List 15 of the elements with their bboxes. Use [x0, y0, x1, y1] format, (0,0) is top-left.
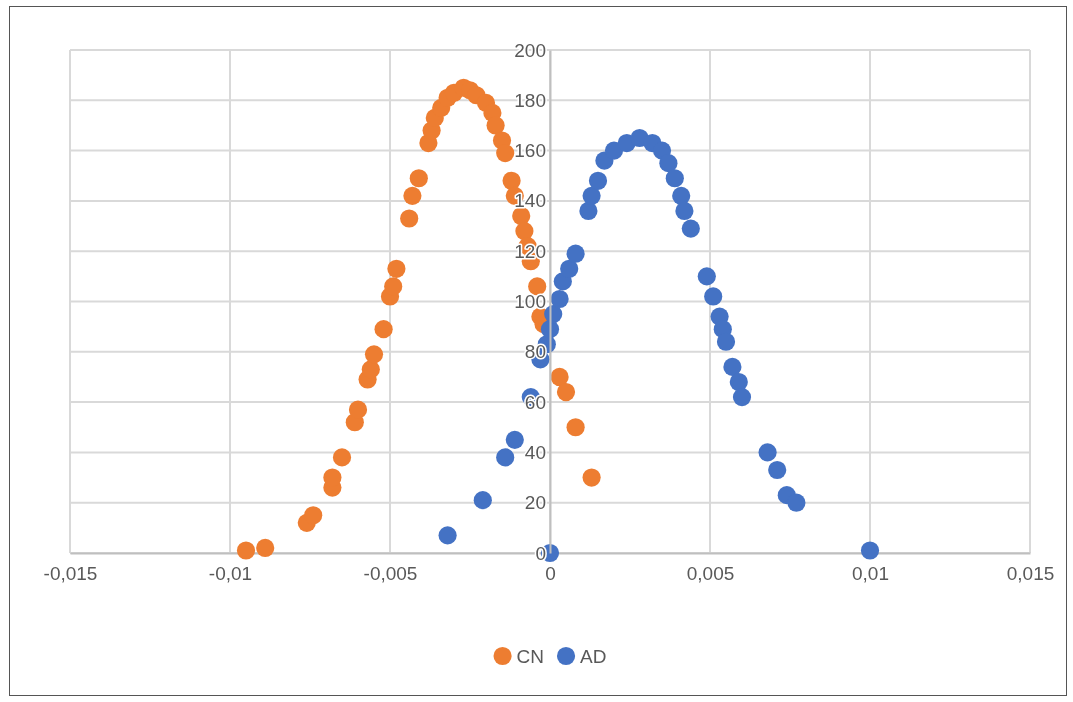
x-tick-label: -0,01 [208, 563, 253, 585]
y-tick-label: 140 [514, 190, 546, 212]
legend-label: CN [516, 646, 545, 667]
y-tick-label: 40 [524, 441, 546, 463]
x-tick-label: 0,005 [686, 563, 735, 585]
y-tick-label: 160 [514, 140, 546, 162]
x-tick-label: 0,015 [1006, 563, 1055, 585]
x-tick-label: -0,015 [43, 563, 98, 585]
y-tick-label: 180 [514, 89, 546, 111]
x-tick-label: 0,01 [852, 563, 889, 585]
legend-label: AD [580, 646, 607, 667]
y-tick-label: 100 [514, 291, 546, 313]
y-tick-label: 20 [524, 492, 546, 514]
x-tick-label: -0,005 [363, 563, 418, 585]
y-tick-label: 200 [514, 39, 546, 61]
